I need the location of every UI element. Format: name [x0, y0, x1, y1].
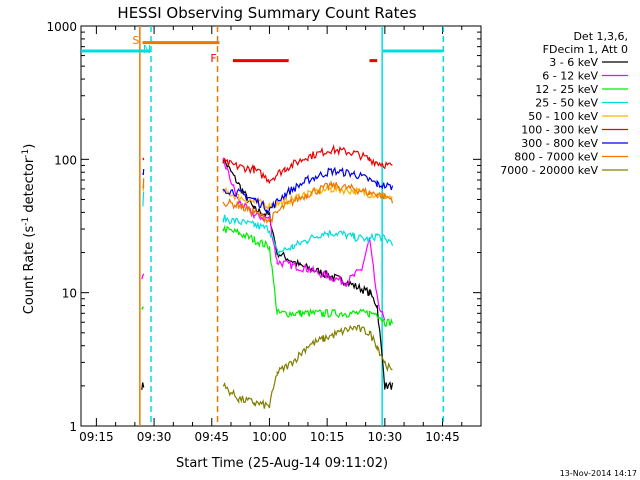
plot-frame — [80, 25, 482, 427]
y-tick-label: 1000 — [46, 20, 77, 34]
y-axis-label: Count Rate (s-1 detector-1) — [21, 144, 37, 315]
flag-label: S — [132, 34, 139, 47]
series-line — [142, 183, 393, 211]
y-label-main: Count Rate (s — [22, 226, 37, 315]
legend-header-line1: Det 1,3,6, — [573, 30, 628, 43]
x-tick-label: 10:45 — [425, 430, 460, 444]
plot-border — [80, 25, 482, 427]
flag-label: F — [210, 52, 216, 65]
series-line — [142, 144, 393, 184]
y-tick-label: 10 — [62, 287, 77, 301]
chart-title: HESSI Observing Summary Count Rates — [117, 4, 416, 22]
y-label-sup1: -1 — [21, 217, 31, 226]
x-tick-label: 09:45 — [194, 430, 229, 444]
legend-header-line2: FDecim 1, Att 0 — [543, 43, 628, 56]
series-line — [141, 158, 394, 390]
legend-entry-label: 3 - 6 keV — [549, 56, 598, 69]
x-tick-label: 09:30 — [137, 430, 172, 444]
series-line — [141, 224, 394, 327]
legend-entry-label: 800 - 7000 keV — [514, 151, 598, 164]
y-label-end: ) — [22, 144, 37, 149]
flag-label: N — [143, 43, 151, 56]
series-line — [142, 178, 394, 225]
y-tick-label: 100 — [54, 153, 77, 167]
legend-entry-label: 50 - 100 keV — [528, 110, 598, 123]
x-tick-label: 10:00 — [252, 430, 287, 444]
legend-entry-label: 100 - 300 keV — [521, 124, 598, 137]
series-lines — [141, 144, 394, 409]
legend-entry-label: 300 - 800 keV — [521, 137, 598, 150]
x-axis-label: Start Time (25-Aug-14 09:11:02) — [176, 456, 388, 471]
series-line — [142, 191, 394, 257]
series-line — [142, 166, 394, 214]
y-label-mid: detector — [22, 157, 37, 217]
x-tick-label: 09:15 — [79, 430, 114, 444]
y-tick-label: 1 — [69, 420, 77, 434]
legend-entry-label: 12 - 25 keV — [535, 83, 598, 96]
legend-entry-label: 7000 - 20000 keV — [500, 164, 598, 177]
x-tick-label: 10:15 — [310, 430, 345, 444]
legend-entry-label: 6 - 12 keV — [542, 70, 598, 83]
axis-ticks: 09:15 09:30 09:45 10:00 10:15 10:30 10:45 1 10 10… — [46, 20, 481, 444]
footer-timestamp: 13-Nov-2014 14:17 — [560, 469, 637, 478]
y-label-sup2: -1 — [21, 149, 31, 158]
series-line — [222, 324, 393, 409]
legend-entry-label: 25 - 50 keV — [535, 97, 598, 110]
x-tick-label: 10:30 — [368, 430, 403, 444]
series-line — [141, 157, 386, 321]
